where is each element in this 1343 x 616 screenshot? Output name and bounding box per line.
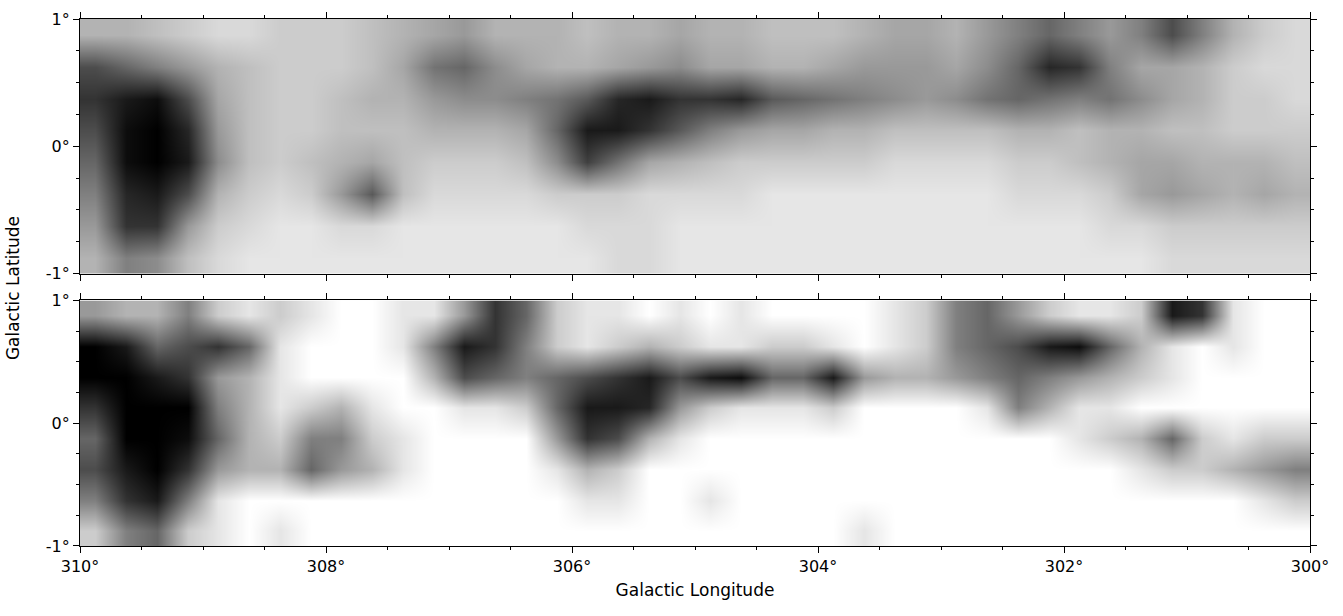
svg-text:304°: 304° xyxy=(799,557,838,576)
svg-text:308°: 308° xyxy=(307,557,346,576)
svg-text:1°: 1° xyxy=(52,10,70,29)
svg-text:302°: 302° xyxy=(1045,557,1084,576)
svg-text:-1°: -1° xyxy=(46,537,70,556)
svg-text:300°: 300° xyxy=(1291,557,1330,576)
svg-text:1°: 1° xyxy=(52,291,70,310)
svg-text:0°: 0° xyxy=(52,414,70,433)
svg-text:Galactic Latitude: Galactic Latitude xyxy=(3,216,23,360)
svg-text:-1°: -1° xyxy=(46,264,70,283)
svg-text:Galactic Longitude: Galactic Longitude xyxy=(616,580,775,600)
svg-text:0°: 0° xyxy=(52,137,70,156)
svg-text:306°: 306° xyxy=(553,557,592,576)
svg-text:310°: 310° xyxy=(61,557,100,576)
